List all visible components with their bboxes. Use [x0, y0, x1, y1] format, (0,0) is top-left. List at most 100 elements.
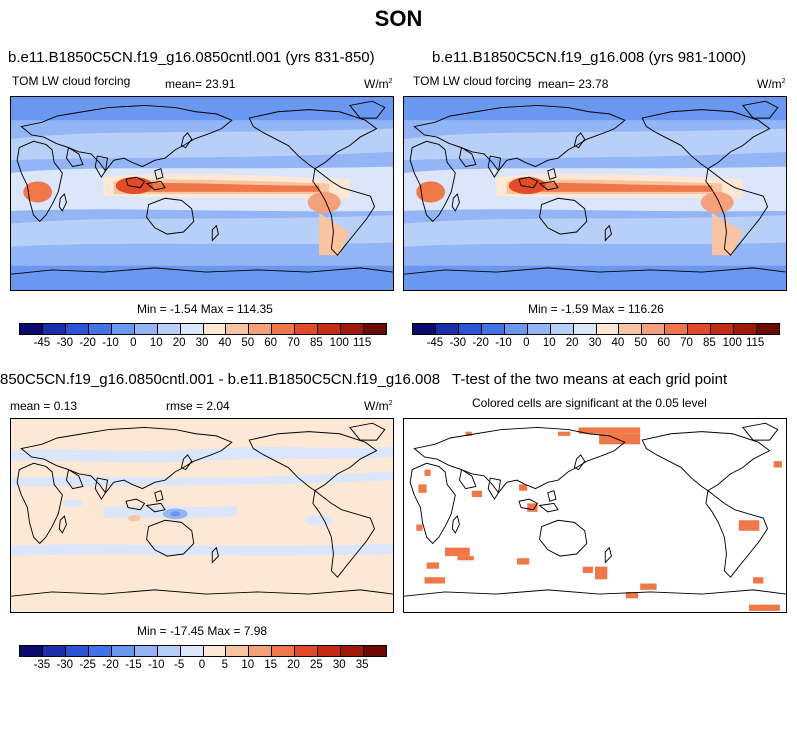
- colorbar-tick-label: 10: [149, 337, 163, 349]
- colorbar-tick-label: 40: [611, 337, 625, 349]
- colorbar-cell: [203, 646, 227, 656]
- colorbar-tick-label: -15: [125, 659, 142, 671]
- colorbar-cell: [88, 646, 112, 656]
- colorbar-tick-label: -45: [33, 337, 51, 349]
- colorbar-tick-label: -25: [79, 659, 96, 671]
- colorbar-cell: [757, 324, 779, 334]
- panel-title-bottom-left: 850C5CN.f19_g16.0850cntl.001 - b.e11.B18…: [0, 371, 441, 388]
- map-bottom-right: [403, 418, 787, 613]
- colorbar-tick-label: -30: [449, 337, 467, 349]
- colorbar-cell: [318, 324, 342, 334]
- colorbar-cell: [180, 324, 204, 334]
- map-top-right: [403, 96, 787, 291]
- colorbar-cell: [481, 324, 505, 334]
- colorbar-cell: [318, 646, 342, 656]
- colorbar-cell: [65, 324, 89, 334]
- minmax-top-right: Min = -1.59 Max = 116.26: [528, 302, 664, 316]
- colorbar-cell: [619, 324, 643, 334]
- colorbar-cell: [665, 324, 689, 334]
- figure-title: SON: [374, 6, 423, 31]
- colorbar-cell: [65, 646, 89, 656]
- units-label-top-right: W/m2: [757, 77, 786, 91]
- colorbar-tick-label: 30: [195, 337, 209, 349]
- colorbar-cell: [734, 324, 758, 334]
- minmax-top-left: Min = -1.54 Max = 114.35: [137, 302, 273, 316]
- colorbar-cell: [364, 646, 386, 656]
- colorbar-tick-label: 70: [287, 337, 300, 349]
- rmse-label-bottom-left: rmse = 2.04: [166, 399, 230, 413]
- colorbar-tick-label: 50: [241, 337, 255, 349]
- map-bottom-left: [10, 418, 394, 613]
- colorbar-tick-label: 5: [221, 659, 229, 671]
- colorbar-cell: [157, 324, 181, 334]
- colorbar-cell: [180, 646, 204, 656]
- colorbar-cell: [111, 324, 135, 334]
- mean-label-top-right: mean= 23.78: [538, 77, 609, 91]
- colorbar-cell: [364, 324, 386, 334]
- colorbar-tick-label: 85: [309, 337, 323, 349]
- colorbar-cell: [295, 646, 319, 656]
- colorbar-tick-label: -30: [56, 659, 74, 671]
- colorbar-cell: [157, 646, 181, 656]
- colorbar-cell: [249, 324, 273, 334]
- colorbar-cell: [203, 324, 227, 334]
- colorbar-cell: [688, 324, 712, 334]
- panel-title-bottom-right: T-test of the two means at each grid poi…: [452, 371, 728, 388]
- colorbar-cell: [42, 646, 66, 656]
- colorbar-top-right: [412, 323, 780, 335]
- colorbar-tick-label: 10: [241, 659, 255, 671]
- colorbar-tick-label: 10: [542, 337, 556, 349]
- colorbar-tick-label: 100: [329, 337, 349, 349]
- colorbar-cell: [413, 324, 436, 334]
- colorbar-tick-label: -10: [102, 337, 119, 349]
- colorbar-tick-label: -35: [33, 659, 51, 671]
- colorbar-tick-label: 0: [523, 337, 530, 349]
- colorbar-tick-label: -30: [56, 337, 74, 349]
- colorbar-tick-label: 0: [130, 337, 137, 349]
- colorbar-tick-label: 30: [332, 659, 346, 671]
- colorbar-cell: [341, 646, 365, 656]
- colorbar-cell: [573, 324, 597, 334]
- colorbar-tick-label: -20: [472, 337, 489, 349]
- mean-label-top-left: mean= 23.91: [165, 77, 236, 91]
- colorbar-bottom-left: [19, 645, 387, 657]
- colorbar-cell: [111, 646, 135, 656]
- colorbar-tick-label: 60: [657, 337, 671, 349]
- colorbar-tick-label: 20: [172, 337, 186, 349]
- colorbar-cell: [435, 324, 459, 334]
- colorbar-tick-label: 70: [680, 337, 693, 349]
- colorbar-ticks-bottom-left: -35 -30 -25 -20 -15 -10 -5 0 5 10 15 20 25 30 35: [19, 659, 385, 673]
- colorbar-cell: [88, 324, 112, 334]
- colorbar-tick-label: -5: [174, 659, 185, 671]
- colorbar-cell: [504, 324, 528, 334]
- colorbar-tick-label: 20: [565, 337, 579, 349]
- minmax-bottom-left: Min = -17.45 Max = 7.98: [137, 624, 268, 638]
- colorbar-ticks-top-right: -45 -30 -20 -10 0 10 20 30 40 50 60 70 85 100 115: [412, 337, 778, 351]
- colorbar-top-left: [19, 323, 387, 335]
- colorbar-cell: [272, 324, 296, 334]
- colorbar-tick-label: 20: [287, 659, 300, 671]
- colorbar-tick-label: 25: [309, 659, 323, 671]
- colorbar-cell: [42, 324, 66, 334]
- colorbar-tick-label: 15: [264, 659, 278, 671]
- colorbar-tick-label: 35: [355, 659, 369, 671]
- colorbar-cell: [711, 324, 735, 334]
- colorbar-tick-label: 100: [722, 337, 742, 349]
- colorbar-cell: [226, 646, 250, 656]
- colorbar-cell: [272, 646, 296, 656]
- field-label-top-left: TOM LW cloud forcing: [12, 74, 131, 88]
- mean-label-bottom-left: mean = 0.13: [10, 399, 78, 413]
- colorbar-ticks-top-left: -45 -30 -20 -10 0 10 20 30 40 50 60 70 85 100 115: [19, 337, 385, 351]
- colorbar-tick-label: -10: [495, 337, 512, 349]
- colorbar-cell: [134, 324, 158, 334]
- units-label-top-left: W/m2: [364, 77, 393, 91]
- colorbar-cell: [134, 646, 158, 656]
- colorbar-cell: [20, 646, 43, 656]
- colorbar-tick-label: 85: [702, 337, 716, 349]
- colorbar-tick-label: -45: [426, 337, 444, 349]
- colorbar-cell: [642, 324, 666, 334]
- colorbar-cell: [550, 324, 574, 334]
- colorbar-cell: [249, 646, 273, 656]
- colorbar-cell: [458, 324, 482, 334]
- colorbar-cell: [295, 324, 319, 334]
